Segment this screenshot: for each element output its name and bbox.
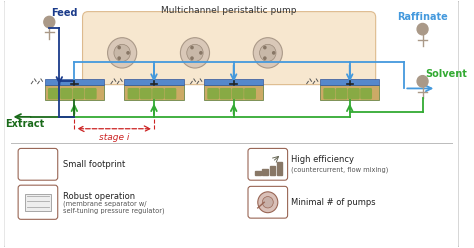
FancyBboxPatch shape bbox=[348, 88, 360, 99]
Text: stage i: stage i bbox=[99, 133, 129, 142]
FancyBboxPatch shape bbox=[323, 88, 335, 99]
Circle shape bbox=[417, 76, 428, 87]
Bar bbox=[262, 169, 268, 175]
FancyBboxPatch shape bbox=[232, 88, 244, 99]
FancyBboxPatch shape bbox=[152, 88, 164, 99]
FancyBboxPatch shape bbox=[204, 79, 263, 85]
FancyBboxPatch shape bbox=[48, 88, 60, 99]
Circle shape bbox=[417, 24, 428, 35]
Text: Minimal # of pumps: Minimal # of pumps bbox=[291, 198, 375, 207]
FancyBboxPatch shape bbox=[320, 85, 379, 100]
Text: Small footprint: Small footprint bbox=[63, 160, 125, 169]
Bar bbox=[270, 166, 275, 175]
Text: Robust operation: Robust operation bbox=[63, 192, 135, 201]
FancyBboxPatch shape bbox=[248, 186, 288, 218]
Text: ~ 2mL: ~ 2mL bbox=[28, 159, 48, 164]
FancyBboxPatch shape bbox=[82, 12, 376, 85]
FancyBboxPatch shape bbox=[219, 88, 231, 99]
FancyBboxPatch shape bbox=[18, 185, 58, 219]
Text: High efficiency: High efficiency bbox=[291, 155, 354, 164]
Text: /stage: /stage bbox=[29, 167, 47, 172]
Text: Extract: Extract bbox=[5, 119, 44, 129]
Circle shape bbox=[199, 51, 203, 55]
FancyBboxPatch shape bbox=[4, 0, 459, 248]
Circle shape bbox=[262, 197, 273, 208]
FancyBboxPatch shape bbox=[18, 148, 58, 180]
FancyBboxPatch shape bbox=[124, 85, 183, 100]
Text: Multichannel peristaltic pump: Multichannel peristaltic pump bbox=[161, 6, 297, 15]
Circle shape bbox=[260, 44, 276, 62]
Circle shape bbox=[263, 46, 267, 49]
FancyBboxPatch shape bbox=[60, 88, 72, 99]
Circle shape bbox=[253, 38, 283, 68]
Circle shape bbox=[118, 46, 121, 49]
Circle shape bbox=[187, 44, 203, 62]
FancyBboxPatch shape bbox=[248, 148, 288, 180]
FancyBboxPatch shape bbox=[124, 79, 183, 85]
Bar bbox=[255, 171, 261, 175]
FancyBboxPatch shape bbox=[73, 88, 84, 99]
Circle shape bbox=[108, 38, 137, 68]
FancyBboxPatch shape bbox=[244, 88, 256, 99]
FancyBboxPatch shape bbox=[45, 85, 104, 100]
FancyBboxPatch shape bbox=[360, 88, 372, 99]
FancyBboxPatch shape bbox=[164, 88, 176, 99]
Circle shape bbox=[190, 56, 194, 60]
Circle shape bbox=[190, 46, 194, 49]
FancyBboxPatch shape bbox=[204, 85, 263, 100]
FancyBboxPatch shape bbox=[140, 88, 152, 99]
Text: (membrane separator w/: (membrane separator w/ bbox=[63, 200, 146, 207]
FancyBboxPatch shape bbox=[336, 88, 347, 99]
FancyBboxPatch shape bbox=[128, 88, 139, 99]
FancyBboxPatch shape bbox=[45, 79, 104, 85]
FancyBboxPatch shape bbox=[85, 88, 97, 99]
Circle shape bbox=[126, 51, 130, 55]
Circle shape bbox=[118, 56, 121, 60]
Text: Feed: Feed bbox=[52, 8, 78, 18]
Circle shape bbox=[114, 44, 130, 62]
Text: (countercurrent, flow mixing): (countercurrent, flow mixing) bbox=[291, 167, 388, 173]
Text: self-tuning pressure regulator): self-tuning pressure regulator) bbox=[63, 207, 164, 214]
FancyBboxPatch shape bbox=[320, 79, 379, 85]
Text: Solvent: Solvent bbox=[425, 69, 467, 79]
Circle shape bbox=[44, 16, 55, 28]
Bar bbox=[277, 162, 283, 175]
Circle shape bbox=[181, 38, 210, 68]
FancyBboxPatch shape bbox=[207, 88, 219, 99]
Bar bbox=[25, 194, 51, 211]
Circle shape bbox=[263, 56, 267, 60]
Text: Raffinate: Raffinate bbox=[397, 12, 448, 22]
Circle shape bbox=[272, 51, 275, 55]
Circle shape bbox=[258, 192, 278, 213]
